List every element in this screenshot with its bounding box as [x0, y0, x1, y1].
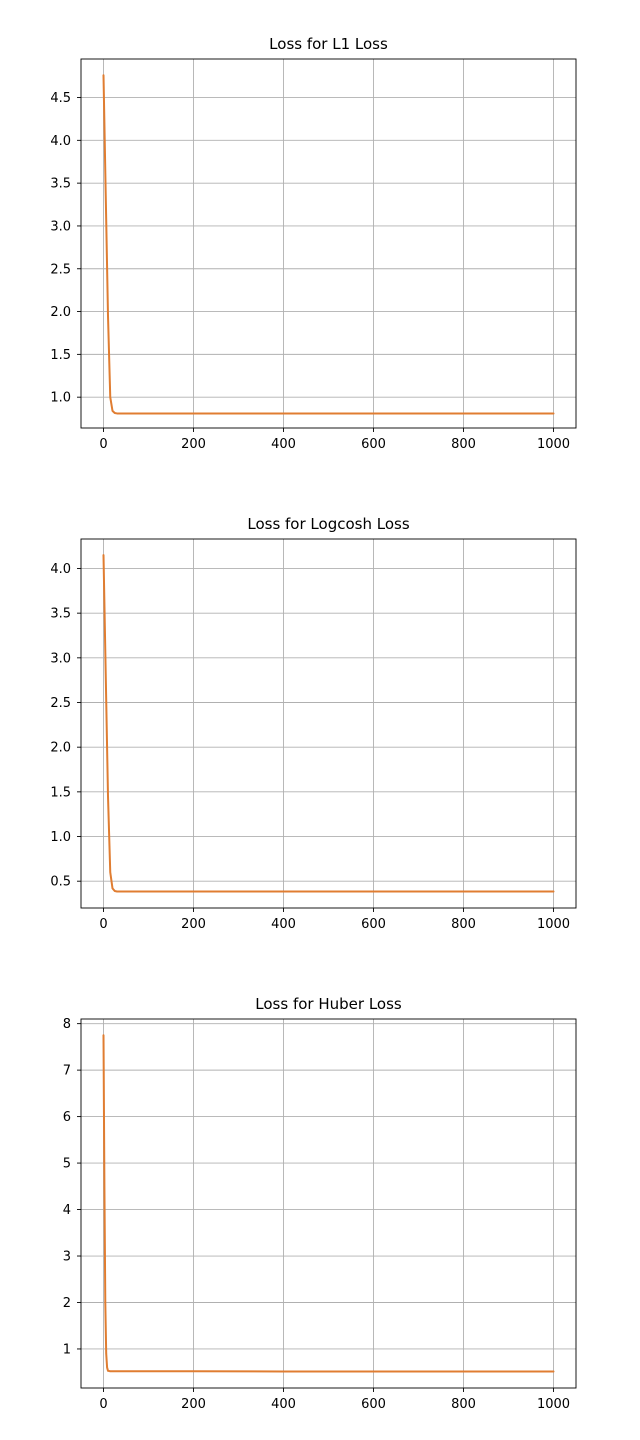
y-tick-label: 3.0: [50, 219, 71, 234]
x-tick-label: 0: [99, 917, 107, 932]
y-tick-label: 1.0: [50, 391, 71, 406]
y-tick-label: 2.0: [50, 741, 71, 756]
y-tick-label: 4: [63, 1203, 71, 1218]
x-tick-label: 1000: [537, 437, 570, 452]
x-tick-label: 600: [361, 917, 386, 932]
x-tick-label: 1000: [537, 917, 570, 932]
x-tick-label: 400: [271, 917, 296, 932]
x-tick-label: 800: [451, 437, 476, 452]
chart-title: Loss for L1 Loss: [269, 35, 388, 53]
series-line: [102, 1034, 555, 1373]
x-tick-label: 600: [361, 437, 386, 452]
chart-2: 0 200 400 600 800 1000 0.5 1.0 1.5 2.0 2.5 3.0 3.5 4.…: [50, 515, 577, 932]
axes-frame: [80, 1018, 577, 1389]
y-tick-label: 3.0: [50, 651, 71, 666]
y-tick-label: 4.0: [50, 134, 71, 149]
y-tick-label: 2: [63, 1296, 71, 1311]
y-tick-label: 1.5: [50, 348, 71, 363]
y-tick-label: 1.5: [50, 785, 71, 800]
y-tick-label: 7: [63, 1064, 71, 1079]
y-tick-label: 2.0: [50, 305, 71, 320]
axes-frame: [80, 538, 577, 909]
x-tick-label: 1000: [537, 1397, 570, 1412]
series-line: [102, 554, 555, 893]
y-tick-label: 4.0: [50, 562, 71, 577]
x-tick-label: 200: [181, 437, 206, 452]
y-tick-label: 2.5: [50, 262, 71, 277]
x-tick-label: 200: [181, 1397, 206, 1412]
y-tick-label: 6: [63, 1110, 71, 1125]
y-tick-label: 2.5: [50, 696, 71, 711]
y-tick-label: 8: [63, 1017, 71, 1032]
x-tick-label: 800: [451, 1397, 476, 1412]
y-tick-label: 5: [63, 1157, 71, 1172]
x-tick-label: 800: [451, 917, 476, 932]
y-tick-label: 1: [63, 1342, 71, 1357]
y-tick-label: 0.5: [50, 875, 71, 890]
axes-frame: [80, 58, 577, 429]
series-line: [102, 74, 555, 415]
chart-3: 0 200 400 600 800 1000 1 2 3 4 5 6 7 8 Loss for Huber …: [63, 995, 577, 1412]
y-tick-label: 3: [63, 1250, 71, 1265]
x-tick-label: 0: [99, 1397, 107, 1412]
plot-area: [81, 539, 576, 908]
y-tick-label: 3.5: [50, 177, 71, 192]
y-tick-label: 1.0: [50, 830, 71, 845]
x-tick-label: 200: [181, 917, 206, 932]
x-tick-label: 600: [361, 1397, 386, 1412]
chart-title: Loss for Logcosh Loss: [247, 515, 409, 533]
chart-1: 0 200 400 600 800 1000 1.0 1.5 2.0 2.5 3.0 3.5 4.0 4.…: [50, 35, 577, 452]
chart-title: Loss for Huber Loss: [255, 995, 402, 1013]
y-tick-label: 4.5: [50, 91, 71, 106]
y-tick-label: 3.5: [50, 607, 71, 622]
x-tick-label: 400: [271, 437, 296, 452]
plot-area: [81, 1019, 576, 1388]
x-tick-label: 0: [99, 437, 107, 452]
plot-area: [81, 59, 576, 428]
x-tick-label: 400: [271, 1397, 296, 1412]
